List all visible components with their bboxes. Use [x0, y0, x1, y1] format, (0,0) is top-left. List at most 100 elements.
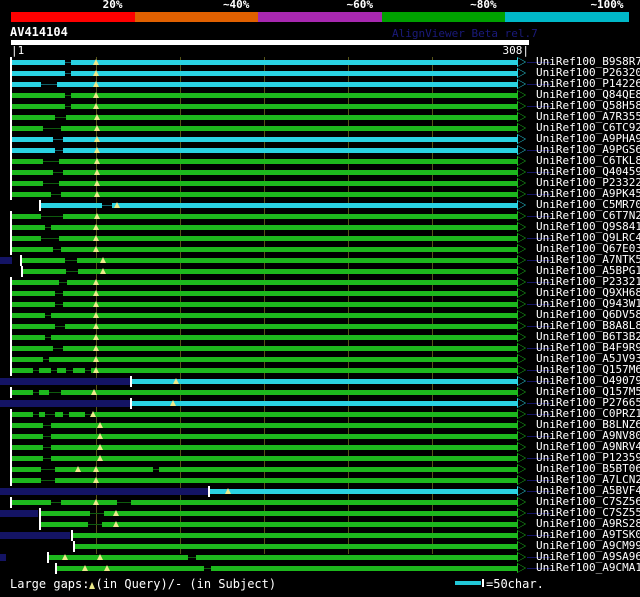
alignment-row[interactable]: UniRef100_A9SA96: [0, 550, 640, 563]
alignment-row[interactable]: UniRef100_Q9S841: [0, 220, 640, 233]
hit-accession-label[interactable]: UniRef100_A9NV80: [536, 429, 640, 442]
hit-accession-label[interactable]: UniRef100_A9PHA9: [536, 132, 640, 145]
hit-accession-label[interactable]: UniRef100_A9SA96: [536, 550, 640, 563]
hit-accession-label[interactable]: UniRef100_A9CMA1: [536, 561, 640, 574]
alignment-row[interactable]: UniRef100_Q157M5: [0, 385, 640, 398]
hit-accession-label[interactable]: UniRef100_C7SZ56: [536, 495, 640, 508]
alignment-row[interactable]: UniRef100_A5JV93: [0, 352, 640, 365]
hit-accession-label[interactable]: UniRef100_A7NTK5: [536, 253, 640, 266]
hit-accession-label[interactable]: UniRef100_B8LNZ6: [536, 418, 640, 431]
hit-accession-label[interactable]: UniRef100_A9PK45: [536, 187, 640, 200]
hit-accession-label[interactable]: UniRef100_P12359: [536, 451, 640, 464]
hit-accession-label[interactable]: UniRef100_Q9S841: [536, 220, 640, 233]
alignment-row[interactable]: UniRef100_A9RS28: [0, 517, 640, 530]
hit-accession-label[interactable]: UniRef100_Q67E03: [536, 242, 640, 255]
alignment-row[interactable]: UniRef100_A7R355: [0, 110, 640, 123]
alignment-row[interactable]: UniRef100_Q58H58: [0, 99, 640, 112]
hit-accession-label[interactable]: UniRef100_Q9XH68: [536, 286, 640, 299]
row-lead-connector: [0, 488, 209, 495]
alignment-row[interactable]: UniRef100_C0PRZ1: [0, 407, 640, 420]
alignment-row[interactable]: UniRef100_P26320: [0, 66, 640, 79]
alignment-row[interactable]: UniRef100_P23321: [0, 275, 640, 288]
alignment-row[interactable]: UniRef100_B8A8L8: [0, 319, 640, 332]
alignment-row[interactable]: UniRef100_B5BT06: [0, 462, 640, 475]
alignment-row[interactable]: UniRef100_P12359: [0, 451, 640, 464]
alignment-row[interactable]: UniRef100_C7SZ55: [0, 506, 640, 519]
alignment-row[interactable]: UniRef100_A9TSK0: [0, 528, 640, 541]
hit-accession-label[interactable]: UniRef100_C7SZ55: [536, 506, 640, 519]
alignment-row[interactable]: UniRef100_B9S8R7: [0, 55, 640, 68]
alignment-row[interactable]: UniRef100_O49079: [0, 374, 640, 387]
alignment-row[interactable]: UniRef100_Q9XH68: [0, 286, 640, 299]
hit-accession-label[interactable]: UniRef100_B5BT06: [536, 462, 640, 475]
hit-accession-label[interactable]: UniRef100_Q943W1: [536, 297, 640, 310]
hit-accession-label[interactable]: UniRef100_B6T3B2: [536, 330, 640, 343]
hit-accession-label[interactable]: UniRef100_C5MR70: [536, 198, 640, 211]
hit-accession-label[interactable]: UniRef100_A9TSK0: [536, 528, 640, 541]
hit-accession-label[interactable]: UniRef100_A5BPG1: [536, 264, 640, 277]
hit-accession-label[interactable]: UniRef100_Q84QE8: [536, 88, 640, 101]
alignment-row[interactable]: UniRef100_A9PGS6: [0, 143, 640, 156]
alignment-row[interactable]: UniRef100_A5BVF4: [0, 484, 640, 497]
hit-accession-label[interactable]: UniRef100_C6T7N2: [536, 209, 640, 222]
alignment-row[interactable]: UniRef100_Q40459: [0, 165, 640, 178]
alignment-row[interactable]: UniRef100_B8LNZ6: [0, 418, 640, 431]
hsp-segment: [77, 258, 517, 263]
hit-accession-label[interactable]: UniRef100_Q40459: [536, 165, 640, 178]
hit-accession-label[interactable]: UniRef100_B8A8L8: [536, 319, 640, 332]
hit-accession-label[interactable]: UniRef100_A7R355: [536, 110, 640, 123]
hit-accession-label[interactable]: UniRef100_B4F9R9: [536, 341, 640, 354]
alignment-row[interactable]: UniRef100_C6T7N2: [0, 209, 640, 222]
hit-accession-label[interactable]: UniRef100_P27665: [536, 396, 640, 409]
hit-accession-label[interactable]: UniRef100_A7LCN2: [536, 473, 640, 486]
hsp-segment: [51, 445, 517, 450]
hit-accession-label[interactable]: UniRef100_A5BVF4: [536, 484, 640, 497]
hit-accession-label[interactable]: UniRef100_A9CM99: [536, 539, 640, 552]
hsp-segment: [63, 346, 517, 351]
hit-accession-label[interactable]: UniRef100_C0PRZ1: [536, 407, 640, 420]
alignment-row[interactable]: UniRef100_P14226: [0, 77, 640, 90]
row-start-cap: [10, 244, 12, 255]
alignment-row[interactable]: UniRef100_B6T3B2: [0, 330, 640, 343]
hit-accession-label[interactable]: UniRef100_Q157M5: [536, 385, 640, 398]
alignment-row[interactable]: UniRef100_C5MR70: [0, 198, 640, 211]
hit-accession-label[interactable]: UniRef100_Q9LRC4: [536, 231, 640, 244]
alignment-row[interactable]: UniRef100_A9NRV4: [0, 440, 640, 453]
hit-accession-label[interactable]: UniRef100_Q157M6: [536, 363, 640, 376]
alignment-row[interactable]: UniRef100_A9PHA9: [0, 132, 640, 145]
hit-accession-label[interactable]: UniRef100_A9PGS6: [536, 143, 640, 156]
alignment-row[interactable]: UniRef100_Q9LRC4: [0, 231, 640, 244]
hit-accession-label[interactable]: UniRef100_P23322: [536, 176, 640, 189]
hit-accession-label[interactable]: UniRef100_A9RS28: [536, 517, 640, 530]
alignment-row[interactable]: UniRef100_Q67E03: [0, 242, 640, 255]
alignment-row[interactable]: UniRef100_A7LCN2: [0, 473, 640, 486]
alignment-row[interactable]: UniRef100_B4F9R9: [0, 341, 640, 354]
alignment-row[interactable]: UniRef100_C6TKL8: [0, 154, 640, 167]
hit-accession-label[interactable]: UniRef100_C6TKL8: [536, 154, 640, 167]
hit-accession-label[interactable]: UniRef100_Q58H58: [536, 99, 640, 112]
hit-accession-label[interactable]: UniRef100_Q6DV58: [536, 308, 640, 321]
alignment-row[interactable]: UniRef100_Q6DV58: [0, 308, 640, 321]
alignment-row[interactable]: UniRef100_Q84QE8: [0, 88, 640, 101]
hit-accession-label[interactable]: UniRef100_P26320: [536, 66, 640, 79]
alignment-row[interactable]: UniRef100_A9CMA1: [0, 561, 640, 574]
alignment-row[interactable]: UniRef100_Q943W1: [0, 297, 640, 310]
alignment-row[interactable]: UniRef100_A9NV80: [0, 429, 640, 442]
hit-accession-label[interactable]: UniRef100_A5JV93: [536, 352, 640, 365]
alignment-row[interactable]: UniRef100_C7SZ56: [0, 495, 640, 508]
hit-accession-label[interactable]: UniRef100_O49079: [536, 374, 640, 387]
alignment-row[interactable]: UniRef100_A9PK45: [0, 187, 640, 200]
alignment-row[interactable]: UniRef100_P23322: [0, 176, 640, 189]
row-arrow-inner: [518, 344, 525, 352]
alignment-row[interactable]: UniRef100_P27665: [0, 396, 640, 409]
hit-accession-label[interactable]: UniRef100_C6TC92: [536, 121, 640, 134]
hit-accession-label[interactable]: UniRef100_A9NRV4: [536, 440, 640, 453]
alignment-row[interactable]: UniRef100_C6TC92: [0, 121, 640, 134]
hit-accession-label[interactable]: UniRef100_B9S8R7: [536, 55, 640, 68]
hit-accession-label[interactable]: UniRef100_P14226: [536, 77, 640, 90]
alignment-row[interactable]: UniRef100_A9CM99: [0, 539, 640, 552]
alignment-row[interactable]: UniRef100_Q157M6: [0, 363, 640, 376]
alignment-row[interactable]: UniRef100_A5BPG1: [0, 264, 640, 277]
hit-accession-label[interactable]: UniRef100_P23321: [536, 275, 640, 288]
alignment-row[interactable]: UniRef100_A7NTK5: [0, 253, 640, 266]
